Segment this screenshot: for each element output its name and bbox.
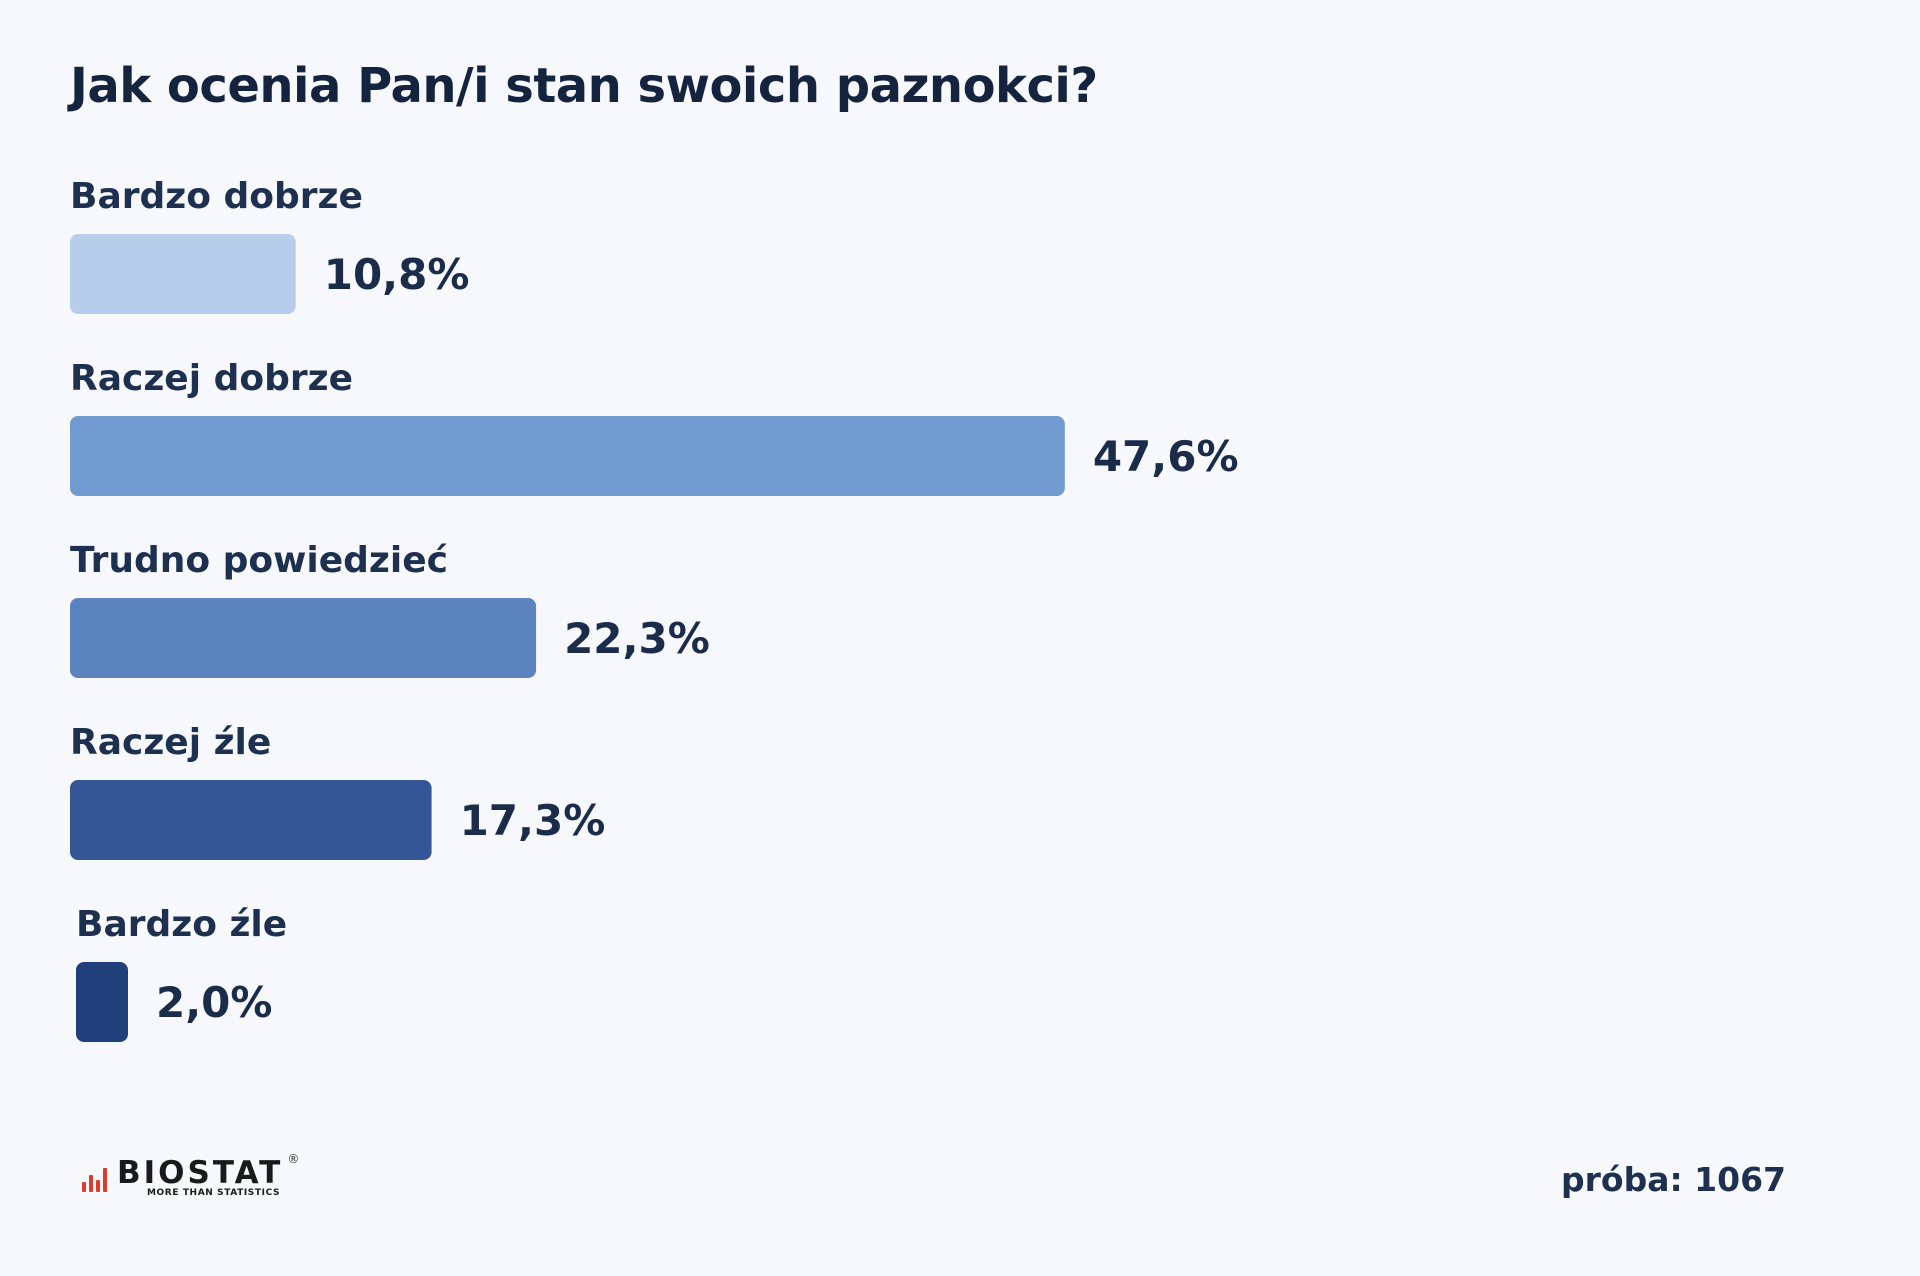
bar <box>76 962 128 1042</box>
category-label: Bardzo dobrze <box>70 176 363 217</box>
sample-size-label: próba: 1067 <box>1561 1160 1786 1199</box>
registered-mark: ® <box>287 1151 300 1166</box>
logo-tagline: MORE THAN STATISTICS <box>147 1187 281 1198</box>
value-label: 17,3% <box>460 796 606 845</box>
chart-title: Jak ocenia Pan/i stan swoich paznokci? <box>70 58 1098 114</box>
bar <box>70 234 296 314</box>
bar <box>70 598 537 678</box>
logo-bars-icon <box>82 1164 107 1192</box>
value-label: 22,3% <box>564 614 710 663</box>
value-label: 47,6% <box>1093 432 1239 481</box>
bar <box>70 780 432 860</box>
value-label: 2,0% <box>156 978 272 1027</box>
category-label: Raczej dobrze <box>70 358 353 399</box>
logo-wordmark: BIOSTAT <box>117 1154 284 1191</box>
category-label: Bardzo źle <box>76 904 287 945</box>
category-label: Trudno powiedzieć <box>70 540 448 581</box>
bar <box>70 416 1065 496</box>
biostat-logo: BIOSTAT MORE THAN STATISTICS ® <box>82 1152 299 1203</box>
value-label: 10,8% <box>324 250 470 299</box>
category-label: Raczej źle <box>70 722 271 763</box>
